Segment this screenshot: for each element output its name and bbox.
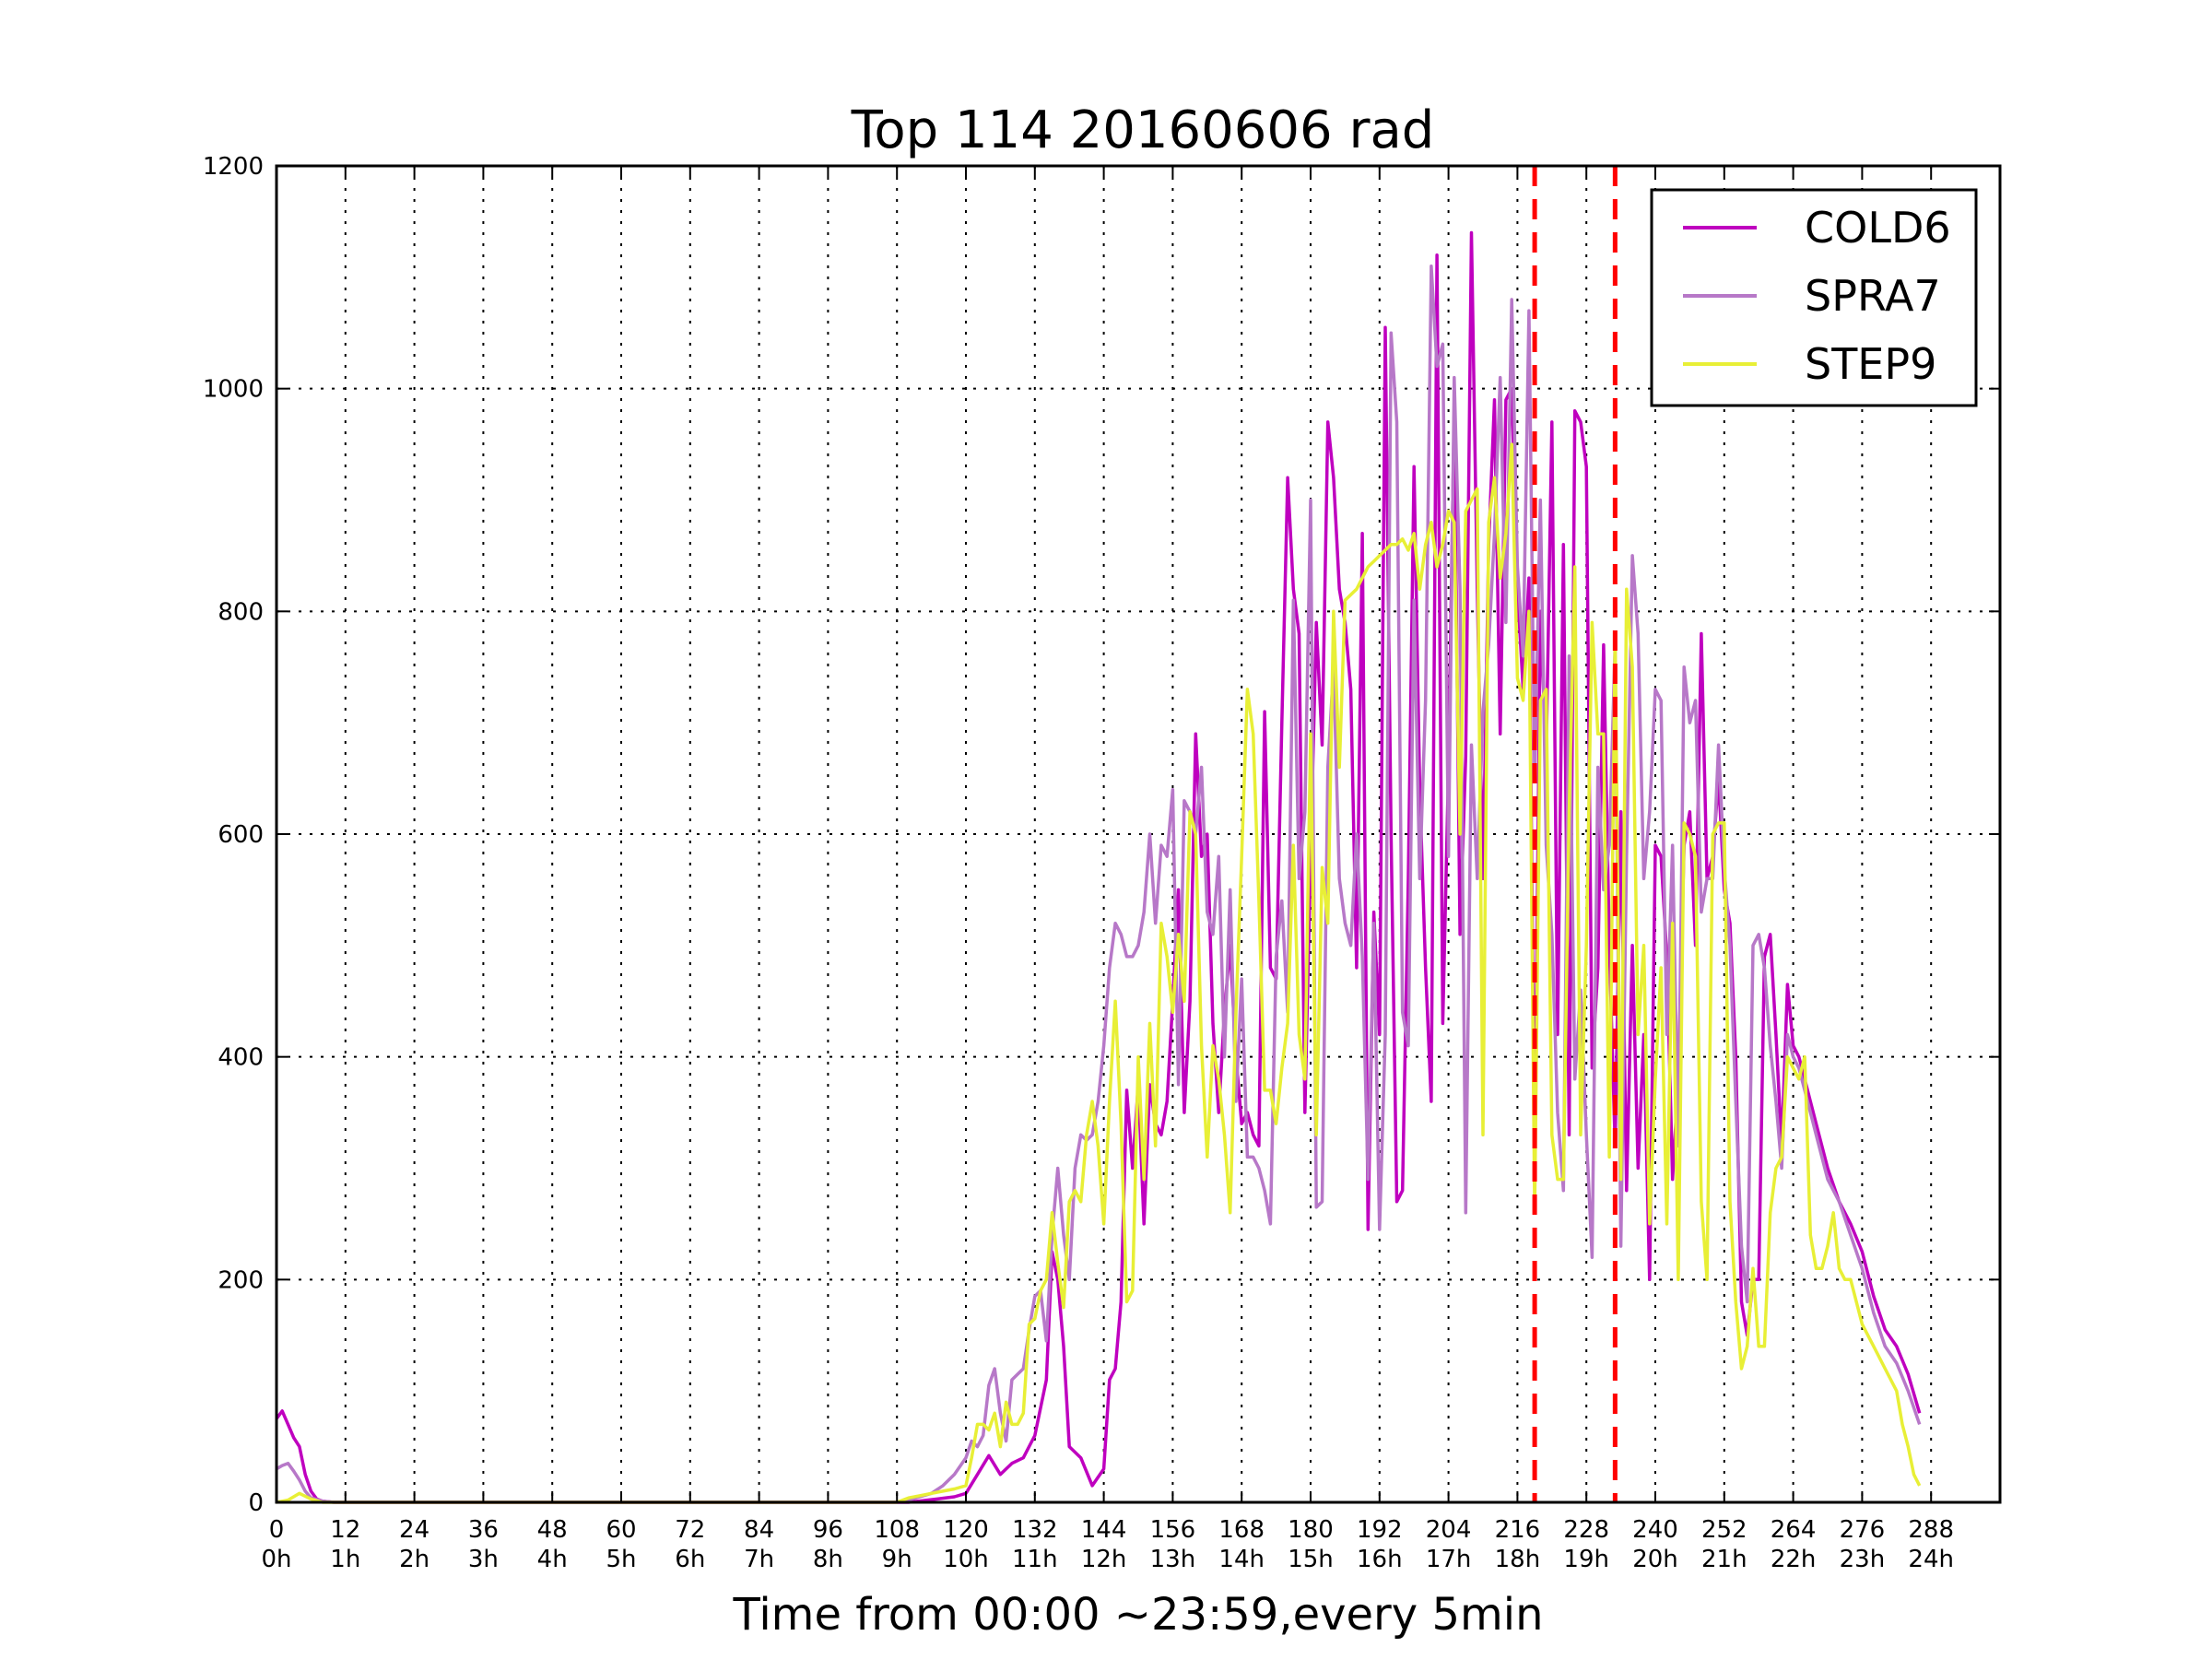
x-tick-sublabel: 24h <box>1908 1546 1954 1573</box>
x-tick-sublabel: 4h <box>537 1546 568 1573</box>
y-tick-label: 0 <box>248 1489 264 1517</box>
x-tick-sublabel: 15h <box>1288 1546 1334 1573</box>
x-tick-label: 132 <box>1012 1516 1058 1544</box>
x-tick-label: 192 <box>1357 1516 1403 1544</box>
x-tick-label: 264 <box>1771 1516 1817 1544</box>
x-tick-label: 180 <box>1288 1516 1334 1544</box>
y-tick-label: 800 <box>218 598 264 626</box>
vertical-markers <box>1532 166 1618 1502</box>
x-tick-sublabel: 13h <box>1150 1546 1196 1573</box>
x-tick-label: 288 <box>1908 1516 1954 1544</box>
x-tick-sublabel: 0h <box>261 1546 291 1573</box>
x-tick-label: 216 <box>1495 1516 1541 1544</box>
x-tick-label: 120 <box>943 1516 989 1544</box>
x-tick-sublabel: 23h <box>1840 1546 1886 1573</box>
x-tick-sublabel: 2h <box>399 1546 429 1573</box>
y-tick-label: 600 <box>218 821 264 849</box>
x-tick-label: 108 <box>874 1516 920 1544</box>
x-tick-sublabel: 17h <box>1426 1546 1472 1573</box>
chart-title: Top 114 20160606 rad <box>851 100 1435 160</box>
legend: COLD6 SPRA7 STEP9 <box>1650 188 1978 407</box>
x-tick-label: 84 <box>744 1516 774 1544</box>
x-axis-label: Time from 00:00 ~23:59,every 5min <box>733 1589 1544 1641</box>
x-tick-sublabel: 1h <box>330 1546 360 1573</box>
x-tick-label: 204 <box>1426 1516 1472 1544</box>
x-tick-label: 252 <box>1701 1516 1747 1544</box>
x-tick-sublabel: 22h <box>1771 1546 1817 1573</box>
x-tick-label: 60 <box>606 1516 636 1544</box>
x-tick-label: 36 <box>468 1516 499 1544</box>
x-tick-label: 96 <box>813 1516 843 1544</box>
x-tick-sublabel: 8h <box>813 1546 843 1573</box>
x-tick-sublabel: 3h <box>468 1546 499 1573</box>
legend-label-step9: STEP9 <box>1805 339 1936 389</box>
x-tick-sublabel: 10h <box>943 1546 989 1573</box>
series-layer <box>275 230 1922 1504</box>
x-tick-sublabel: 16h <box>1357 1546 1403 1573</box>
x-tick-sublabel: 9h <box>882 1546 912 1573</box>
x-tick-sublabel: 6h <box>675 1546 705 1573</box>
y-tick-label: 200 <box>218 1266 264 1294</box>
series-line-spra7 <box>276 265 1922 1504</box>
y-axis-ticks: 0 200 400 600 800 1000 1200 <box>203 153 2000 1517</box>
x-tick-label: 0 <box>269 1516 285 1544</box>
x-tick-sublabel: 12h <box>1081 1546 1127 1573</box>
y-tick-label: 400 <box>218 1044 264 1072</box>
x-tick-sublabel: 18h <box>1495 1546 1541 1573</box>
legend-label-spra7: SPRA7 <box>1805 271 1941 321</box>
x-tick-label: 228 <box>1563 1516 1609 1544</box>
x-tick-label: 144 <box>1081 1516 1127 1544</box>
x-tick-label: 48 <box>537 1516 568 1544</box>
x-tick-label: 168 <box>1218 1516 1265 1544</box>
x-tick-label: 24 <box>399 1516 429 1544</box>
series-line-step9 <box>276 442 1922 1504</box>
x-tick-sublabel: 5h <box>606 1546 636 1573</box>
x-tick-sublabel: 19h <box>1563 1546 1609 1573</box>
legend-label-cold6: COLD6 <box>1805 203 1951 253</box>
y-tick-label: 1200 <box>203 153 264 181</box>
x-tick-sublabel: 20h <box>1632 1546 1678 1573</box>
x-tick-sublabel: 7h <box>744 1546 774 1573</box>
y-tick-label: 1000 <box>203 376 264 404</box>
x-tick-label: 12 <box>330 1516 360 1544</box>
x-tick-label: 276 <box>1840 1516 1886 1544</box>
x-tick-sublabel: 21h <box>1701 1546 1747 1573</box>
x-tick-sublabel: 14h <box>1218 1546 1265 1573</box>
x-tick-label: 156 <box>1150 1516 1196 1544</box>
x-tick-label: 240 <box>1632 1516 1678 1544</box>
x-tick-label: 72 <box>675 1516 705 1544</box>
x-tick-sublabel: 11h <box>1012 1546 1058 1573</box>
